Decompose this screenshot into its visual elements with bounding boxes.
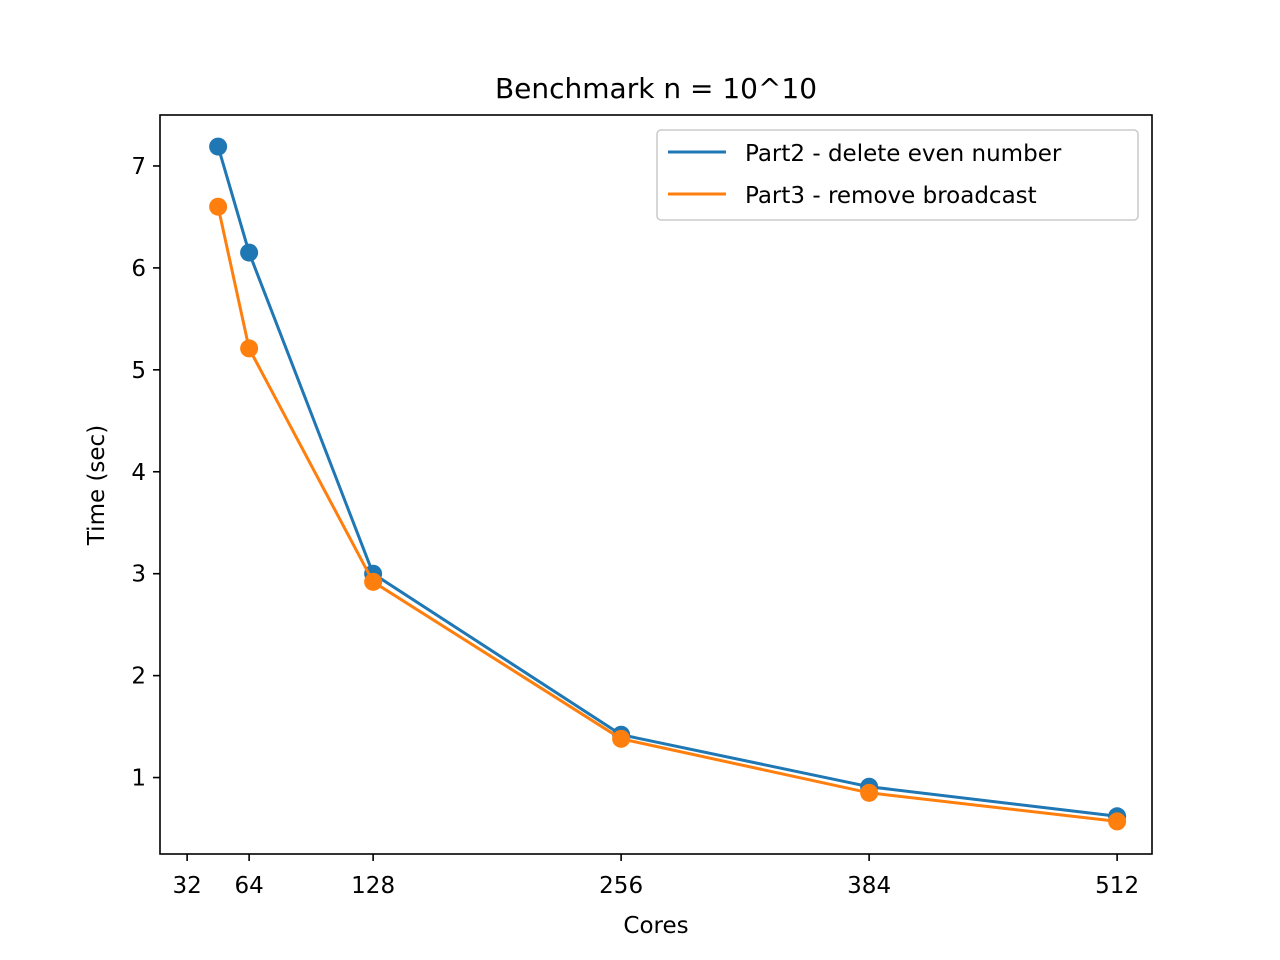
y-tick-label: 7 bbox=[131, 154, 146, 180]
data-point bbox=[240, 243, 259, 262]
x-tick-label: 64 bbox=[234, 873, 263, 899]
legend: Part2 - delete even number Part3 - remov… bbox=[656, 129, 1139, 221]
y-tick-label: 4 bbox=[131, 460, 146, 486]
data-point bbox=[209, 137, 228, 156]
y-tick-label: 2 bbox=[131, 664, 146, 690]
y-tick-label: 1 bbox=[131, 766, 146, 792]
legend-label-part2: Part2 - delete even number bbox=[745, 141, 1062, 167]
y-tick-label: 5 bbox=[131, 358, 146, 384]
data-point bbox=[240, 339, 259, 358]
chart-title: Benchmark n = 10^10 bbox=[495, 72, 817, 105]
plot-frame bbox=[159, 114, 1153, 855]
x-tick-label: 32 bbox=[172, 873, 201, 899]
data-point bbox=[209, 197, 228, 216]
x-tick-label: 512 bbox=[1095, 873, 1139, 899]
data-point bbox=[1108, 812, 1127, 831]
data-point bbox=[612, 729, 631, 748]
y-tick-label: 3 bbox=[131, 562, 146, 588]
x-axis-label: Cores bbox=[623, 913, 688, 939]
legend-box bbox=[656, 129, 1139, 221]
data-point bbox=[364, 572, 383, 591]
axis-ticks: 32 64 128 256 384 512 1 2 3 4 5 6 7 bbox=[131, 154, 1139, 899]
y-axis-label: Time (sec) bbox=[84, 425, 110, 546]
x-tick-label: 256 bbox=[599, 873, 643, 899]
y-tick-label: 6 bbox=[131, 256, 146, 282]
x-tick-label: 128 bbox=[351, 873, 395, 899]
x-tick-label: 384 bbox=[847, 873, 891, 899]
data-point bbox=[860, 783, 879, 802]
series-line-3 bbox=[216, 206, 1118, 823]
series-line-2 bbox=[216, 146, 1118, 818]
plot-area bbox=[209, 137, 1127, 831]
legend-label-part3: Part3 - remove broadcast bbox=[745, 183, 1037, 209]
